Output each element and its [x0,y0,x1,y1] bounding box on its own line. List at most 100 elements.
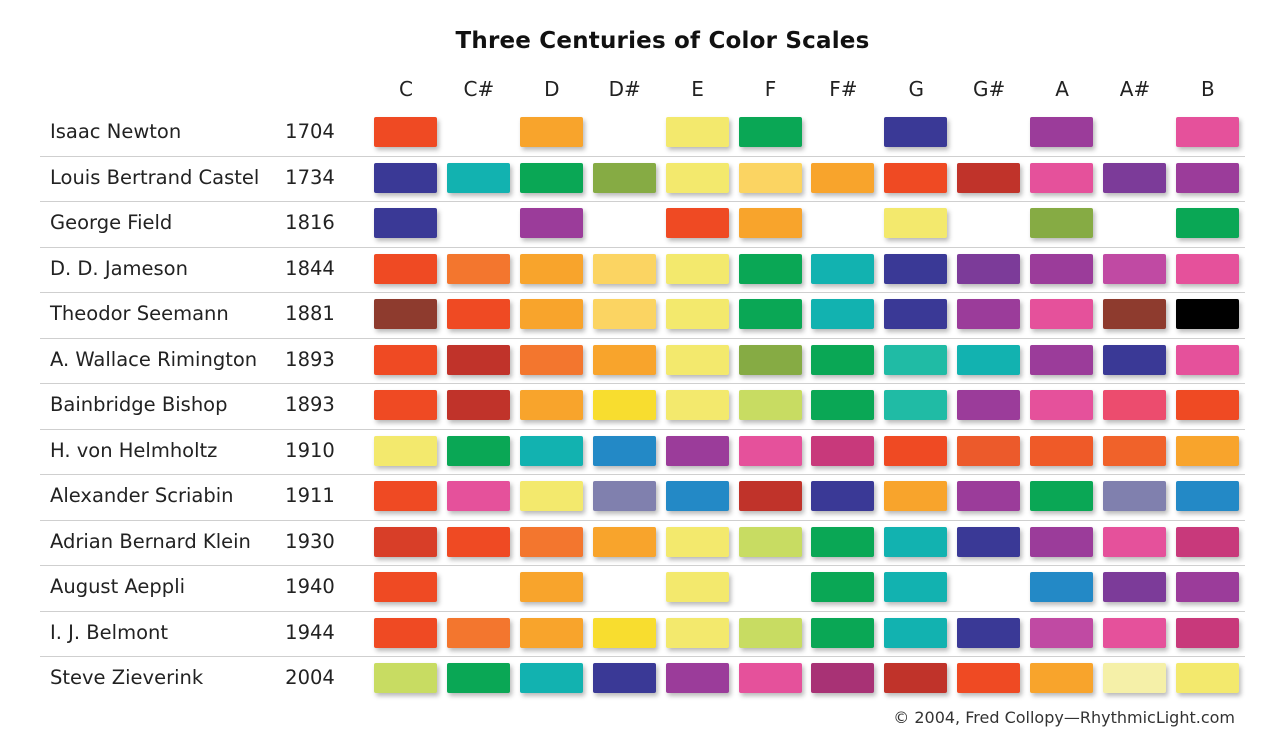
note-header: F# [829,77,858,101]
color-swatch [811,526,875,557]
color-swatch [446,299,510,329]
color-swatch [665,162,729,193]
color-swatch [884,435,948,466]
color-swatch [1030,117,1094,147]
color-swatch [1175,526,1239,557]
color-swatch [884,617,948,648]
color-swatch [811,663,875,693]
color-swatch [665,617,729,648]
color-swatch [884,208,948,238]
color-swatch [592,663,656,693]
color-swatch [1030,253,1094,284]
color-swatch [811,390,875,420]
note-header: G# [973,77,1006,101]
color-swatch [884,526,948,557]
color-swatch [665,344,729,375]
color-swatch [811,435,875,466]
color-swatch [1103,617,1166,648]
color-swatch [884,117,948,147]
color-swatch [1175,481,1239,511]
color-swatch [446,390,510,420]
color-swatch [1175,299,1239,329]
color-swatch [592,390,656,420]
scale-year: 1893 [285,347,335,371]
row-divider [40,201,1245,202]
color-swatch [446,344,510,375]
color-swatch [1175,208,1239,238]
credit-line: © 2004, Fred Collopy—RhythmicLight.com [893,708,1235,727]
color-swatch [1175,390,1239,420]
row-divider [40,656,1245,657]
composer-name: Louis Bertrand Castel [50,165,260,189]
note-header: A# [1119,77,1151,101]
scale-year: 1734 [285,165,335,189]
color-swatch [738,208,802,238]
row-divider [40,337,1245,339]
color-swatch [957,299,1021,329]
color-swatch [519,344,583,375]
composer-name: A. Wallace Rimington [50,347,258,371]
color-swatch [811,617,875,648]
color-swatch [446,253,510,284]
color-swatch [374,481,437,511]
color-swatch [957,390,1021,420]
color-swatch [1175,117,1239,147]
color-swatch [738,253,802,284]
note-header: C# [463,77,495,101]
color-swatch [884,572,948,602]
color-swatch [1030,435,1094,466]
color-swatch [957,162,1021,193]
row-divider [40,474,1245,475]
color-swatch [519,572,583,602]
color-swatch [446,435,510,466]
color-swatch [519,390,583,420]
color-swatch [1030,208,1094,238]
color-swatch [1030,663,1094,693]
color-swatch [446,481,510,511]
scale-year: 1910 [285,438,335,462]
color-swatch [446,617,510,648]
row-divider [40,428,1245,430]
note-header: G [908,77,925,101]
color-swatch [665,572,729,602]
color-swatch [1175,617,1239,648]
composer-name: Adrian Bernard Klein [50,529,251,553]
color-swatch [738,617,802,648]
color-swatch [592,162,656,193]
row-divider [40,565,1245,566]
color-swatch [738,481,802,511]
color-swatch [446,526,510,557]
note-header: F [764,77,777,101]
color-swatch [1030,572,1094,602]
color-swatch [1103,526,1166,557]
color-swatch [374,572,437,602]
color-swatch [446,162,510,193]
color-swatch [1175,663,1239,693]
color-swatch [592,299,656,329]
color-swatch [665,299,729,329]
row-divider [40,519,1245,521]
color-swatch [374,253,437,284]
color-swatch [957,253,1021,284]
color-swatch [811,344,875,375]
color-swatch [665,526,729,557]
row-divider [40,155,1245,157]
composer-name: D. D. Jameson [50,256,188,280]
color-swatch [519,617,583,648]
color-swatch [1103,435,1166,466]
color-swatch [592,617,656,648]
color-swatch [665,435,729,466]
color-swatch [592,526,656,557]
color-swatch [957,481,1021,511]
composer-name: George Field [50,211,173,234]
color-swatch [957,526,1021,557]
chart-title: Three Centuries of Color Scales [455,28,870,54]
color-swatch [884,390,948,420]
color-swatch [374,617,437,648]
note-header: C [399,77,413,101]
color-swatch [1103,481,1166,511]
color-swatch [884,162,948,193]
color-swatch [374,526,437,557]
color-swatch [1175,572,1239,602]
color-swatch [1103,253,1166,284]
